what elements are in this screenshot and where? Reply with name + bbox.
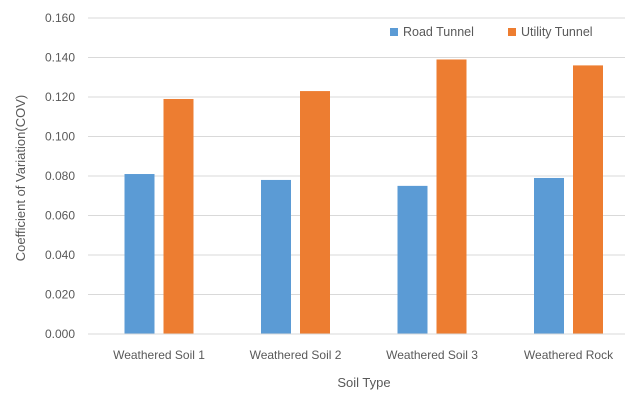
x-tick-label: Weathered Soil 1: [113, 348, 205, 362]
bar-road-tunnel: [397, 185, 428, 334]
y-tick-label: 0.160: [45, 11, 75, 25]
y-tick-label: 0.100: [45, 130, 75, 144]
bar-utility-tunnel: [436, 59, 467, 334]
bar-utility-tunnel: [163, 98, 194, 334]
bar-road-tunnel: [261, 179, 291, 334]
legend-label-utility-tunnel: Utility Tunnel: [521, 25, 593, 39]
legend: Road Tunnel Utility Tunnel: [390, 25, 593, 39]
bar-utility-tunnel: [573, 65, 603, 335]
bar-road-tunnel: [124, 174, 155, 334]
x-axis-tick-labels: Weathered Soil 1 Weathered Soil 2 Weathere…: [113, 348, 614, 362]
legend-swatch-road-tunnel: [390, 28, 398, 36]
y-axis-title: Coefficient of Variation(COV): [13, 95, 28, 261]
x-tick-label: Weathered Soil 2: [250, 348, 342, 362]
legend-swatch-utility-tunnel: [508, 28, 516, 36]
y-tick-label: 0.060: [45, 209, 75, 223]
x-axis-title: Soil Type: [337, 375, 390, 390]
bars: [124, 59, 603, 335]
bar-utility-tunnel: [300, 91, 330, 334]
y-tick-label: 0.120: [45, 90, 75, 104]
x-tick-label: Weathered Rock: [524, 348, 614, 362]
y-tick-label: 0.000: [45, 327, 75, 341]
legend-label-road-tunnel: Road Tunnel: [403, 25, 474, 39]
x-tick-label: Weathered Soil 3: [386, 348, 478, 362]
y-tick-label: 0.140: [45, 51, 75, 65]
y-tick-label: 0.080: [45, 169, 75, 183]
y-axis-tick-labels: 0.000 0.020 0.040 0.060 0.080 0.100 0.120 0.140…: [45, 11, 75, 341]
y-tick-label: 0.020: [45, 288, 75, 302]
y-tick-label: 0.040: [45, 248, 75, 262]
bar-road-tunnel: [534, 177, 564, 334]
